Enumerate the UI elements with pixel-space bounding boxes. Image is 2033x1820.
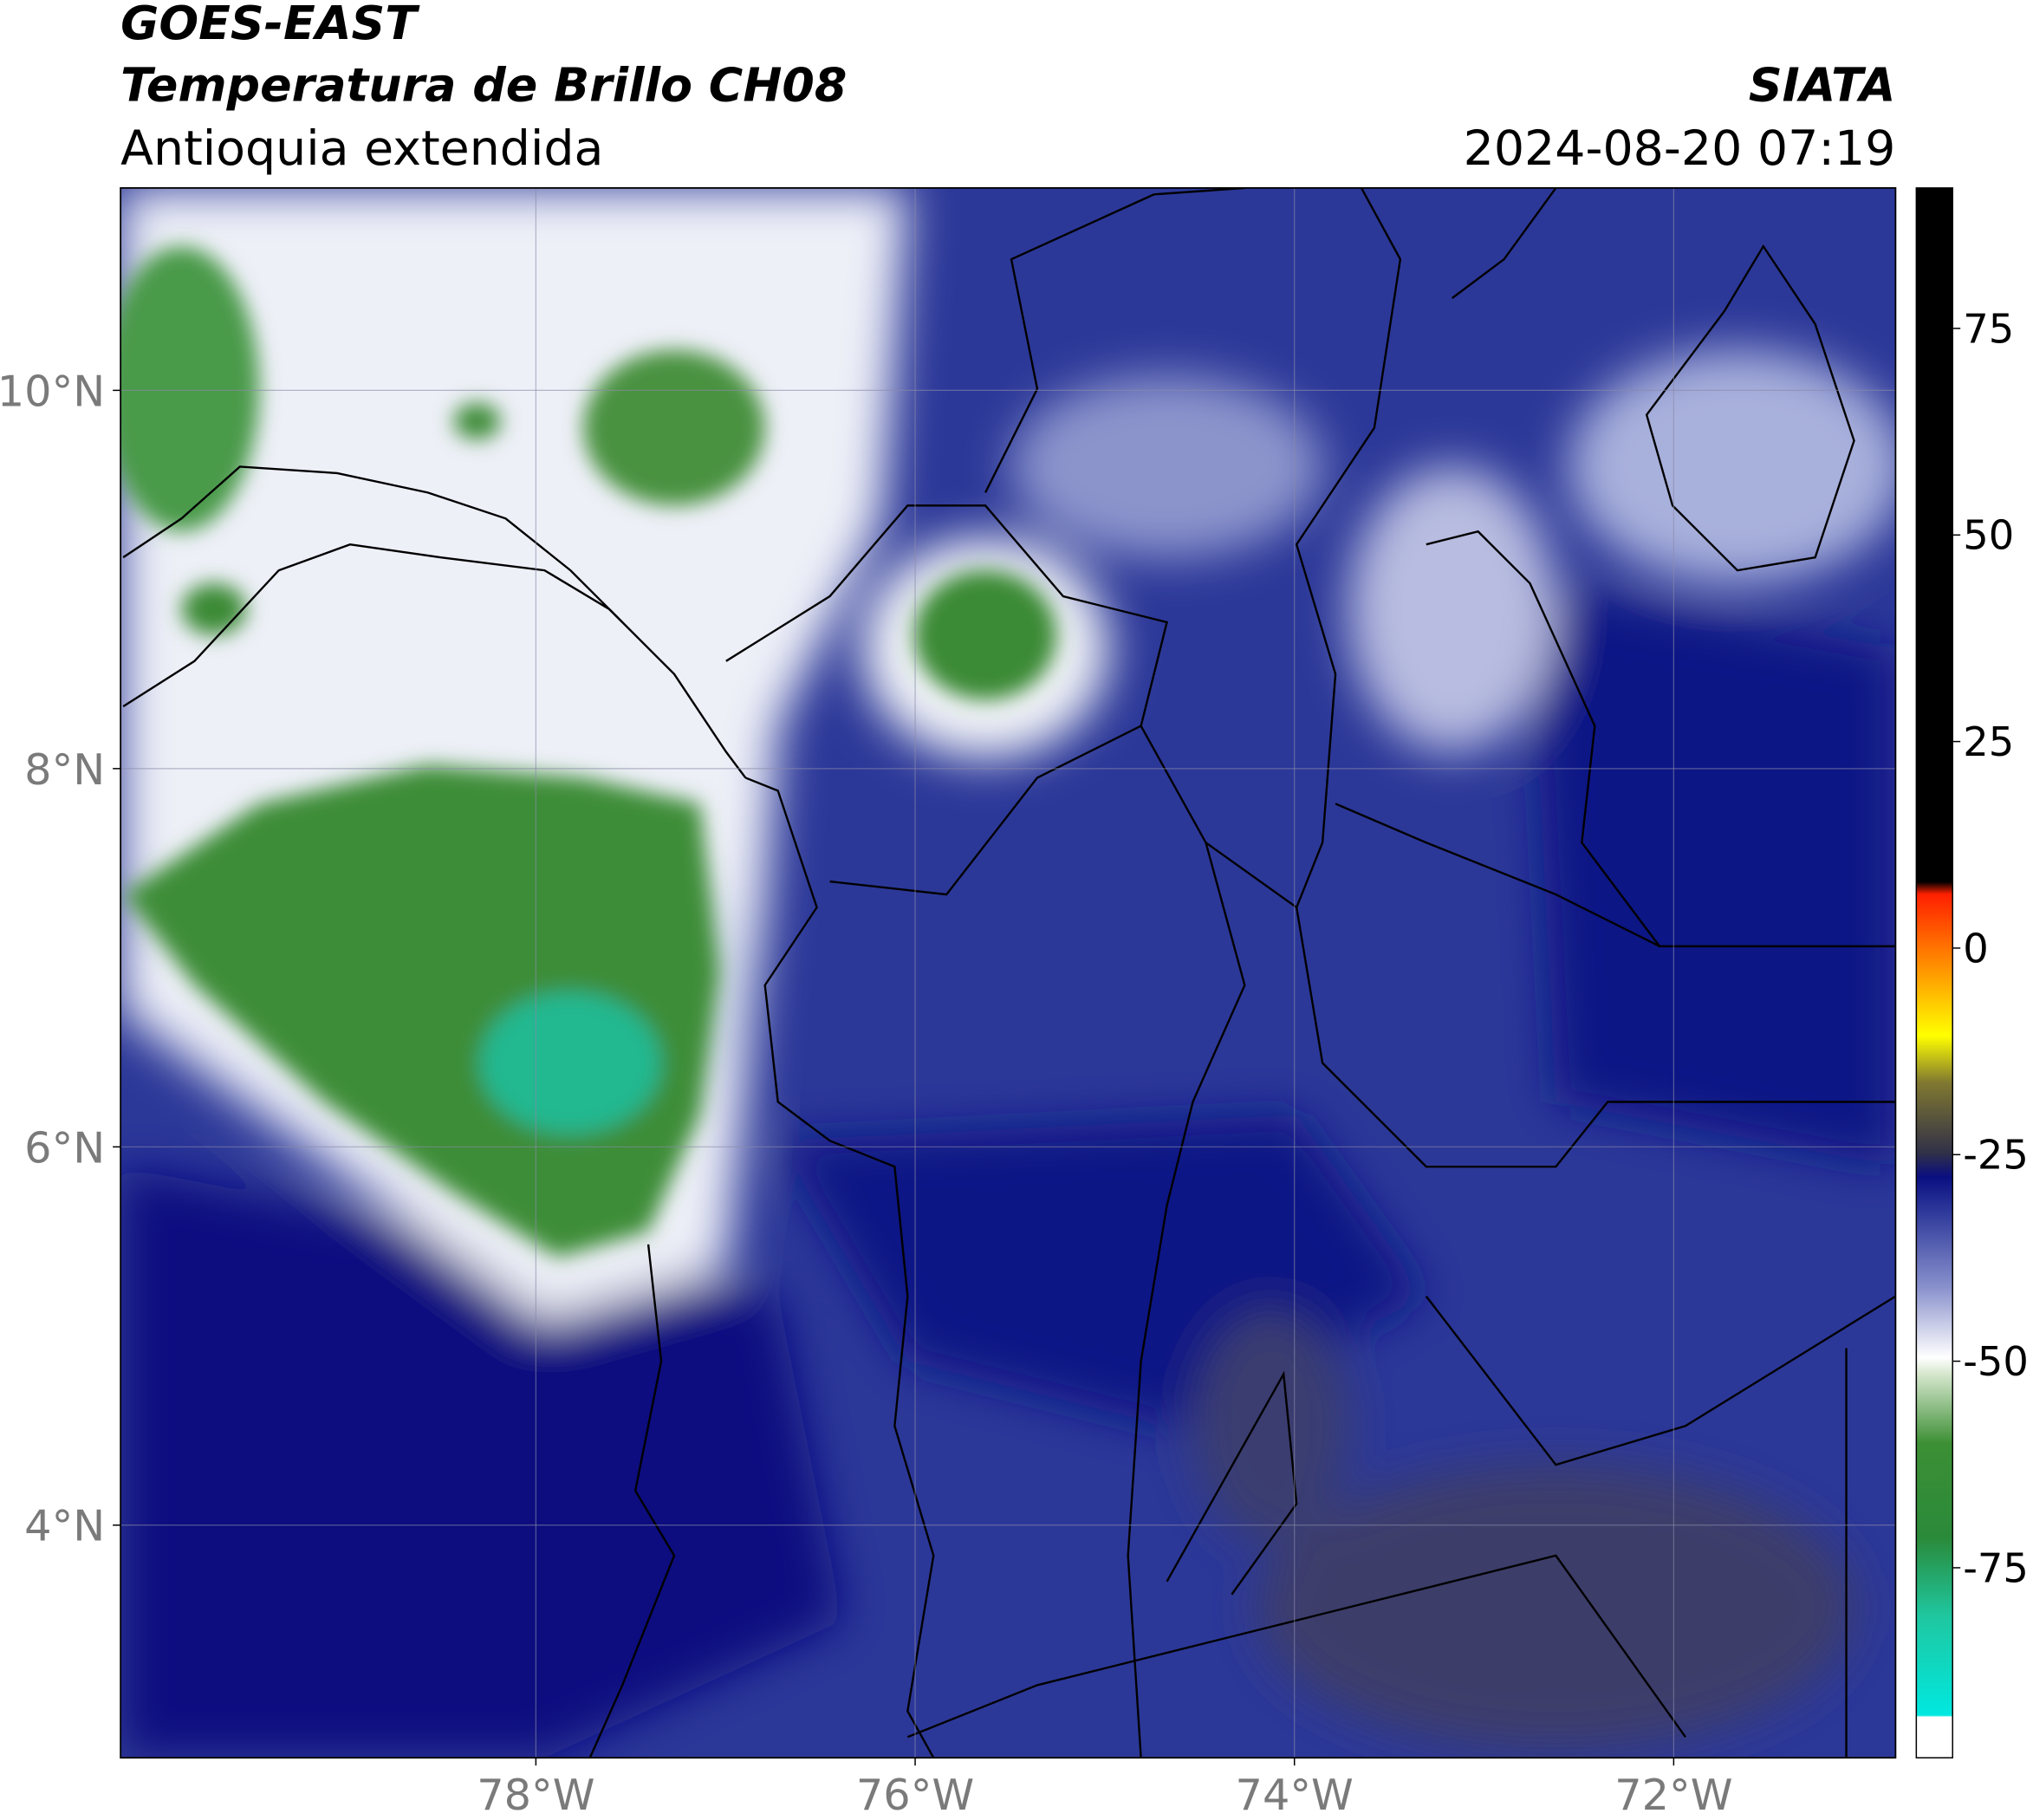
subtitle: Temperatura de Brillo CH08 — [120, 58, 847, 113]
grid — [120, 187, 1896, 1758]
colorbar-tick-label: 75 — [1963, 305, 2014, 352]
y-tick-label: 10°N — [0, 366, 105, 416]
x-tick-label: 72°W — [1614, 1770, 1732, 1820]
y-tick-label: 4°N — [24, 1501, 105, 1551]
satellite-image — [120, 187, 1896, 1758]
colorbar-tick-label: -25 — [1963, 1132, 2029, 1179]
y-tick-label: 6°N — [24, 1122, 105, 1173]
x-tick-label: 78°W — [477, 1770, 594, 1820]
datetime: 2024-08-20 07:19 — [1464, 121, 1896, 177]
region: Antioquia extendida — [120, 121, 603, 177]
title: GOES-EAST — [120, 0, 420, 50]
colorbar-tick-label: -75 — [1963, 1544, 2029, 1591]
coastlines — [122, 187, 1896, 1758]
colorbar-tick-label: -50 — [1963, 1338, 2029, 1385]
map-frame — [120, 186, 1897, 1759]
colorbar-tick-label: 0 — [1963, 925, 1989, 972]
y-tick-label: 8°N — [24, 744, 105, 795]
colorbar-tick-label: 25 — [1963, 718, 2014, 765]
x-tick-label: 76°W — [856, 1770, 974, 1820]
source: SIATA — [1749, 58, 1896, 113]
colorbar-tick-label: 50 — [1963, 512, 2014, 559]
x-tick-label: 74°W — [1236, 1770, 1354, 1820]
colorbar — [1915, 187, 1953, 1758]
